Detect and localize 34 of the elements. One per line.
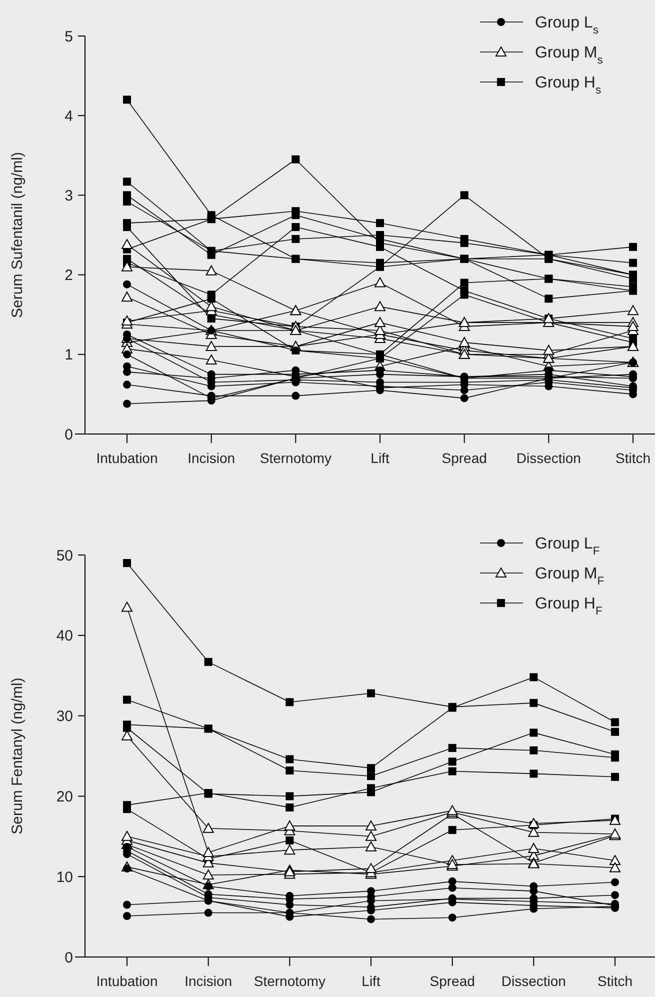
x-tick-label: Dissection xyxy=(516,450,581,466)
x-tick-label: Spread xyxy=(442,450,487,466)
y-tick-label: 10 xyxy=(56,868,73,886)
x-tick-label: Stitch xyxy=(597,973,633,989)
legend-label: Group M$_{s}$ xyxy=(535,44,604,67)
y-tick-label: 2 xyxy=(64,267,73,284)
x-tick-label: Incision xyxy=(188,450,236,466)
x-tick-label: Intubation xyxy=(96,973,158,989)
y-tick-label: 30 xyxy=(56,708,73,726)
x-tick-label: Spread xyxy=(430,973,475,989)
legend-label: Group M$_{F}$ xyxy=(535,566,604,588)
x-tick-label: Stitch xyxy=(615,450,651,466)
x-tick-label: Sternotomy xyxy=(260,450,332,466)
y-tick-label: 4 xyxy=(64,108,73,125)
y-tick-label: 5 xyxy=(64,28,73,46)
legend-label: Group H$_{F}$ xyxy=(535,596,602,618)
legend-label: Group H$_{s}$ xyxy=(535,74,602,97)
x-tick-label: Lift xyxy=(370,450,390,466)
y-tick-label: 20 xyxy=(56,788,73,806)
x-tick-label: Intubation xyxy=(96,450,158,466)
y-tick-label: 1 xyxy=(64,346,73,364)
x-tick-label: Sternotomy xyxy=(254,973,326,989)
x-tick-label: Incision xyxy=(184,973,232,989)
y-tick-label: 40 xyxy=(56,628,73,645)
y-tick-label: 50 xyxy=(56,547,73,564)
x-tick-label: Lift xyxy=(362,973,380,989)
y-tick-label: 0 xyxy=(64,426,73,444)
y-axis-title: Serum Sufentanil (ng/ml) xyxy=(9,152,26,318)
legend-label: Group L$_{s}$ xyxy=(535,14,599,37)
y-tick-label: 3 xyxy=(64,187,73,204)
legend-label: Group L$_{F}$ xyxy=(535,536,600,558)
y-tick-label: 0 xyxy=(64,949,73,966)
x-tick-label: Dissection xyxy=(501,973,566,989)
y-axis-title: Serum Fentanyl (ng/ml) xyxy=(9,678,26,834)
